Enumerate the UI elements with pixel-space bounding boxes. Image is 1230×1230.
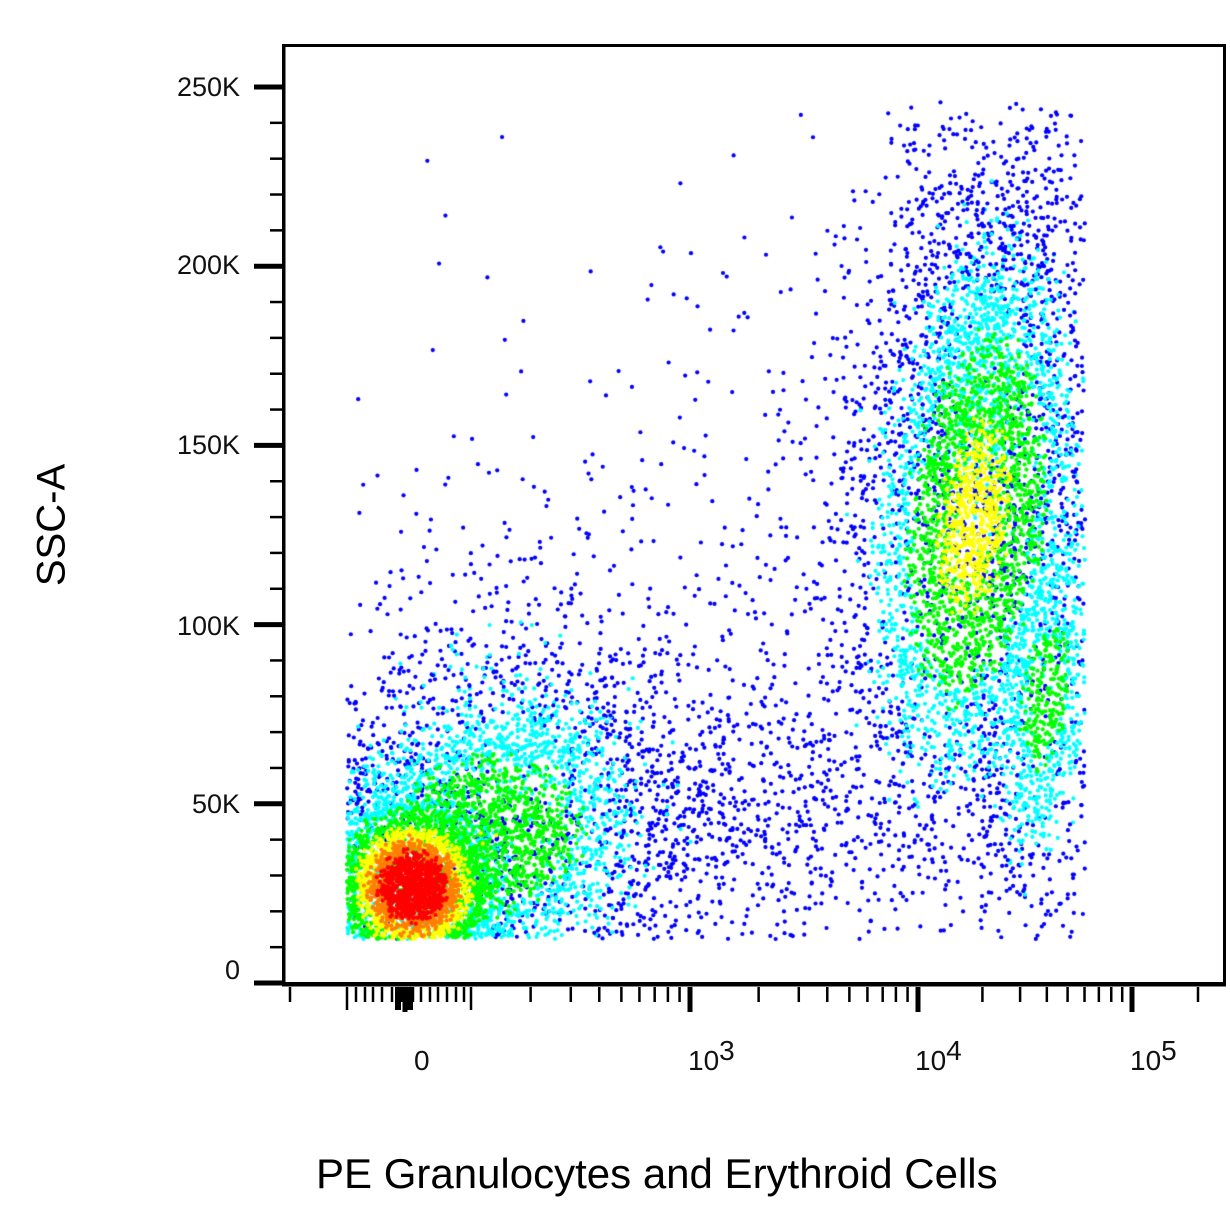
y-tick-label-0: 0 (224, 955, 240, 985)
y-axis-title: SSC-A (29, 463, 74, 587)
x-tick-exponent: 4 (946, 1035, 962, 1066)
x-tick-base: 10 (688, 1045, 720, 1076)
x-tick-label-1e5: 105 (1130, 1036, 1177, 1076)
scatter-points (285, 47, 1223, 982)
x-tick-label-0: 0 (414, 1046, 430, 1076)
y-tick-label-200k: 200K (176, 250, 240, 280)
y-tick-label-50k: 50K (191, 789, 240, 819)
x-tick-base: 10 (915, 1045, 947, 1076)
y-axis-ticks (254, 44, 286, 986)
x-axis-ticks (282, 983, 1226, 1012)
x-tick-exponent: 5 (1161, 1035, 1177, 1066)
x-axis-title: PE Granulocytes and Erythroid Cells (316, 1150, 998, 1197)
x-tick-exponent: 3 (719, 1035, 735, 1066)
y-tick-label-250k: 250K (176, 72, 240, 102)
x-tick-base: 0 (414, 1045, 430, 1076)
x-tick-label-1e3: 103 (688, 1036, 735, 1076)
x-tick-label-1e4: 104 (915, 1036, 962, 1076)
x-tick-base: 10 (1130, 1045, 1162, 1076)
y-tick-label-150k: 150K (176, 430, 240, 460)
y-tick-label-100k: 100K (176, 611, 240, 641)
